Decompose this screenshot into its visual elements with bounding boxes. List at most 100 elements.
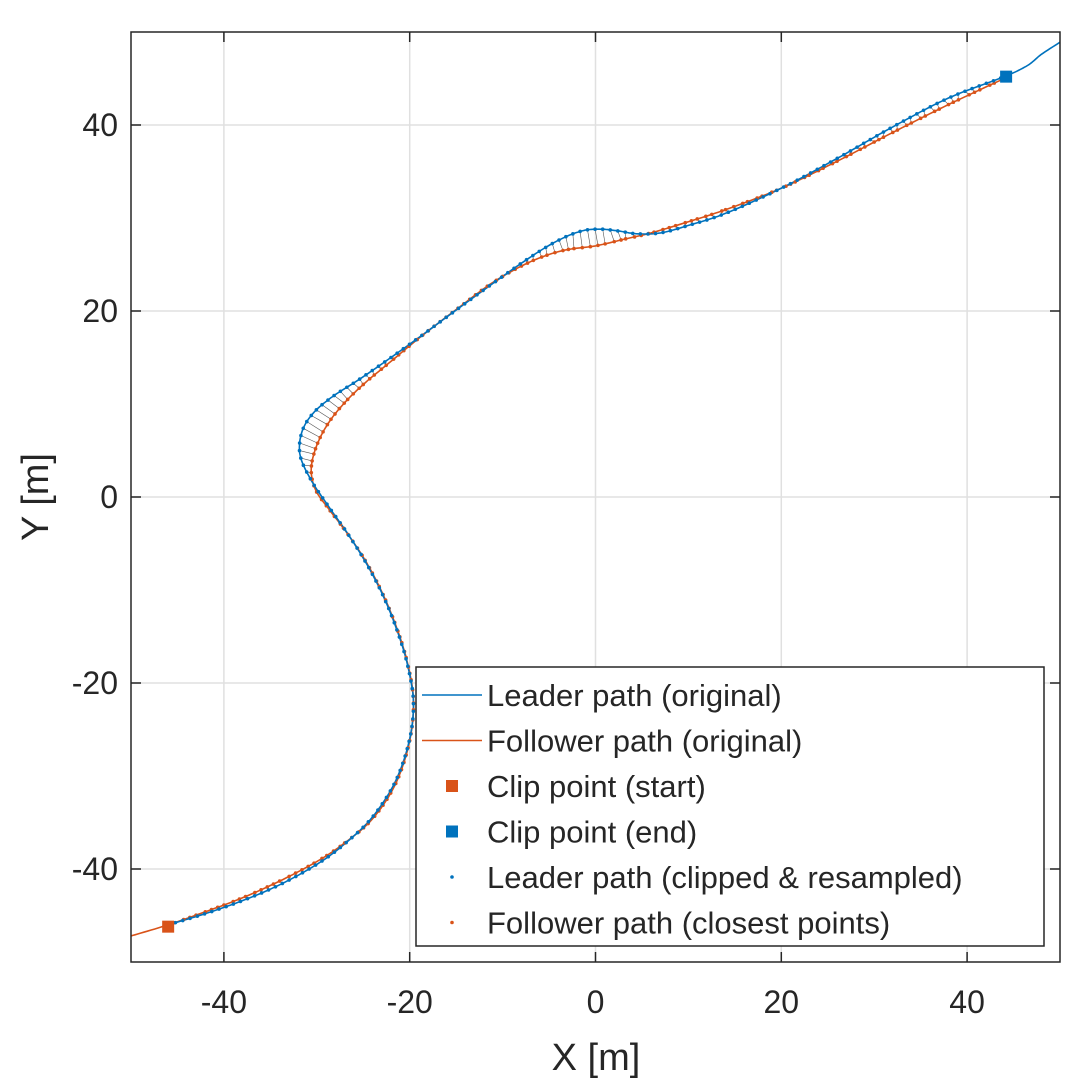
leader-resampled-point <box>355 830 360 835</box>
legend-dot-swatch <box>450 920 454 925</box>
leader-resampled-point <box>382 360 387 364</box>
leader-resampled-point <box>392 620 397 625</box>
leader-resampled-point <box>795 178 799 182</box>
leader-resampled-point <box>333 514 338 519</box>
leader-resampled-point <box>815 167 820 172</box>
leader-resampled-point <box>537 249 542 254</box>
correspondence-line <box>306 421 324 433</box>
leader-resampled-point <box>638 232 643 236</box>
leader-resampled-point <box>462 302 467 306</box>
y-tick-label: 40 <box>82 107 118 143</box>
leader-resampled-point <box>389 613 394 618</box>
leader-resampled-point <box>868 137 873 142</box>
follower-closest-point <box>956 97 961 102</box>
leader-resampled-point <box>397 635 402 639</box>
follower-closest-point <box>723 207 728 212</box>
leader-resampled-point <box>571 232 575 236</box>
leader-resampled-point <box>342 527 347 531</box>
clip-start-marker <box>162 920 175 933</box>
follower-closest-point <box>384 363 388 368</box>
leader-resampled-point <box>350 835 354 840</box>
leader-resampled-point <box>835 156 840 161</box>
follower-closest-point <box>619 238 623 242</box>
leader-resampled-point <box>450 311 455 315</box>
leader-resampled-point <box>312 483 317 488</box>
leader-resampled-point <box>361 825 365 830</box>
leader-resampled-point <box>404 657 408 661</box>
leader-resampled-point <box>411 701 416 706</box>
leader-resampled-point <box>407 671 412 676</box>
leader-resampled-point <box>775 188 779 193</box>
leader-resampled-point <box>550 241 555 246</box>
correspondence-line <box>565 236 569 250</box>
leader-resampled-point <box>400 761 405 766</box>
leader-resampled-point <box>388 789 393 793</box>
follower-closest-point <box>661 227 665 232</box>
follower-closest-point <box>310 459 314 463</box>
leader-resampled-point <box>300 871 305 875</box>
follower-closest-point <box>321 430 325 434</box>
leader-resampled-point <box>376 364 381 369</box>
leader-resampled-point <box>401 346 406 351</box>
follower-closest-point <box>720 209 724 213</box>
follower-closest-point <box>525 261 530 265</box>
follower-closest-point <box>313 446 318 451</box>
leader-resampled-point <box>531 253 535 258</box>
leader-resampled-point <box>173 920 178 925</box>
leader-resampled-point <box>915 112 919 116</box>
follower-closest-point <box>357 386 361 391</box>
leader-resampled-point <box>320 859 324 863</box>
leader-resampled-point <box>209 909 214 914</box>
follower-closest-point <box>309 464 314 468</box>
leader-resampled-point <box>499 275 504 279</box>
leader-resampled-point <box>410 686 415 691</box>
leader-resampled-point <box>705 218 709 222</box>
leader-resampled-point <box>675 226 680 231</box>
follower-closest-point <box>709 212 714 217</box>
correspondence-line <box>299 442 316 449</box>
leader-resampled-point <box>399 642 404 647</box>
follower-closest-point <box>689 218 694 223</box>
correspondence-line <box>579 231 583 248</box>
leader-resampled-point <box>266 888 271 892</box>
leader-resampled-point <box>402 649 406 654</box>
follower-closest-point <box>553 250 557 255</box>
leader-resampled-point <box>524 257 529 262</box>
leader-resampled-point <box>848 149 853 153</box>
correspondence-line <box>572 233 575 249</box>
correspondence-line <box>316 409 332 420</box>
correspondence-line <box>594 229 599 246</box>
leader-resampled-point <box>380 802 385 806</box>
leader-resampled-point <box>623 230 628 234</box>
y-axis-label: Y [m] <box>15 453 57 541</box>
leader-resampled-point <box>301 463 306 468</box>
leader-resampled-point <box>309 413 314 418</box>
leader-resampled-point <box>733 207 738 212</box>
follower-closest-point <box>890 130 895 135</box>
leader-resampled-point <box>984 81 989 86</box>
leader-resampled-point <box>345 385 349 390</box>
follower-closest-point <box>309 470 314 475</box>
leader-resampled-point <box>543 245 548 250</box>
leader-resampled-point <box>411 717 415 721</box>
leader-resampled-point <box>299 433 303 438</box>
follower-closest-point <box>265 885 270 889</box>
leader-resampled-point <box>294 874 298 879</box>
leader-resampled-point <box>355 546 359 550</box>
correspondence-line <box>587 229 591 247</box>
follower-closest-point <box>946 102 951 107</box>
leader-resampled-point <box>411 694 415 698</box>
follower-closest-point <box>872 140 876 144</box>
correspondence-line <box>327 399 340 409</box>
leader-resampled-point <box>475 293 479 297</box>
legend-label: Follower path (closest points) <box>487 906 890 941</box>
leader-resampled-point <box>252 894 257 898</box>
leader-resampled-point <box>338 520 342 525</box>
follower-closest-point <box>379 367 384 372</box>
leader-resampled-point <box>683 224 687 229</box>
leader-resampled-point <box>726 210 731 215</box>
follower-closest-point <box>333 412 337 416</box>
correspondence-line <box>321 404 336 415</box>
leader-resampled-point <box>338 389 343 394</box>
leader-resampled-point <box>444 315 449 320</box>
